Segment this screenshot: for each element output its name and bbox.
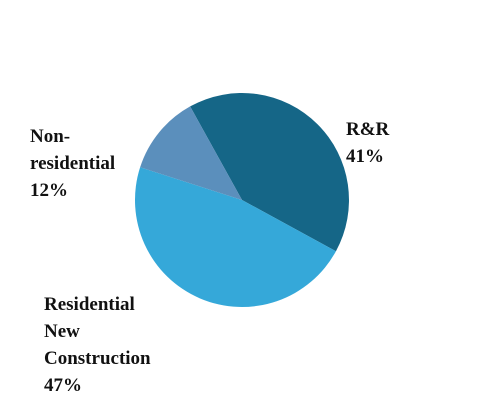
slice-label-rr-line-1: R&R <box>346 119 390 140</box>
slice-label-residential-line-3: Construction <box>44 348 151 369</box>
slice-label-residential-line-1: Residential <box>44 294 135 315</box>
pie-slice-rr <box>190 93 349 252</box>
slice-label-residential-new-construction: Residential New Construction 47% <box>44 294 155 396</box>
slice-value-rr: 41% <box>346 146 384 167</box>
slice-label-non-residential-line-1: Non- <box>30 126 70 147</box>
pie-slice-non-residential <box>140 106 242 200</box>
pie-slices <box>135 93 349 307</box>
slice-label-rr: R&R 41% <box>346 119 394 167</box>
slice-label-non-residential-line-2: residential <box>30 153 115 174</box>
slice-value-residential-new-construction: 47% <box>44 375 82 396</box>
slice-label-residential-line-2: New <box>44 321 80 342</box>
pie-slice-residential-new-construction <box>135 167 336 307</box>
slice-value-non-residential: 12% <box>30 180 68 201</box>
slice-label-non-residential: Non- residential 12% <box>30 126 120 201</box>
